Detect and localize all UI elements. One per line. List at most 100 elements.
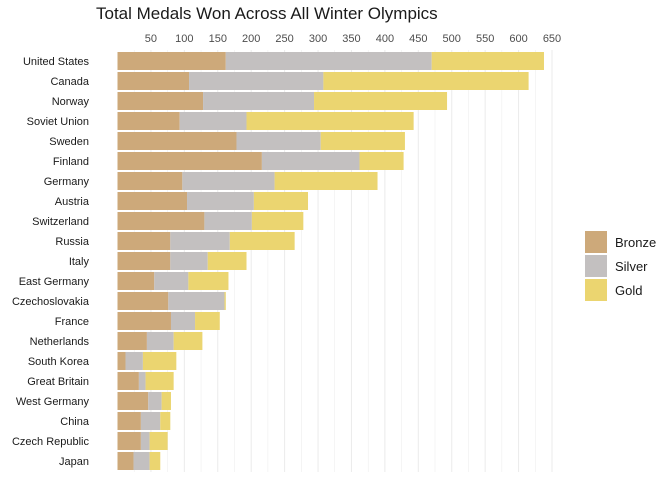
bar-silver	[225, 52, 432, 70]
legend-label: Bronze	[615, 235, 656, 250]
legend: Bronze Silver Gold	[585, 231, 656, 301]
x-tick-label: 100	[175, 33, 193, 45]
bar-gold	[229, 232, 295, 250]
category-label: Italy	[69, 256, 90, 268]
axis-layer: 50 100 150 200 250 300 350 400 450 500 550 600 650 Un…	[12, 33, 561, 468]
bar-gold	[251, 212, 304, 230]
bar-gold	[149, 452, 161, 470]
bar-gold	[161, 392, 171, 410]
bar-silver	[170, 312, 196, 330]
x-tick-label: 200	[242, 33, 260, 45]
bar-bronze	[117, 352, 126, 370]
x-tick-label: 350	[342, 33, 360, 45]
bar-bronze	[117, 432, 141, 450]
bar-bronze	[117, 292, 169, 310]
bar-gold	[320, 132, 405, 150]
bar-silver	[261, 152, 360, 170]
bar-gold	[149, 432, 168, 450]
category-label: Austria	[55, 196, 90, 208]
bar-silver	[170, 232, 230, 250]
bar-gold	[274, 172, 378, 190]
category-label: Germany	[44, 176, 90, 188]
bar-gold	[145, 372, 174, 390]
bar-gold	[188, 272, 229, 290]
bar-gold	[314, 92, 448, 110]
bar-bronze	[117, 172, 183, 190]
bar-bronze	[117, 132, 237, 150]
bar-silver	[140, 412, 161, 430]
bar-silver	[236, 132, 321, 150]
category-label: Great Britain	[27, 376, 89, 388]
category-label: Norway	[52, 96, 90, 108]
bar-silver	[146, 332, 174, 350]
bar-gold	[207, 252, 247, 270]
category-label: Soviet Union	[27, 116, 89, 128]
bar-silver	[170, 252, 208, 270]
category-label: East Germany	[19, 276, 90, 288]
bar-gold	[160, 412, 171, 430]
bar-gold	[359, 152, 404, 170]
category-label: Russia	[55, 236, 90, 248]
legend-swatch-bronze	[585, 231, 607, 253]
x-tick-label: 500	[443, 33, 461, 45]
bar-silver	[133, 452, 150, 470]
x-tick-label: 650	[543, 33, 561, 45]
bar-bronze	[117, 312, 171, 330]
x-tick-label: 50	[145, 33, 157, 45]
bar-bronze	[117, 252, 171, 270]
bar-gold	[142, 352, 177, 370]
bar-bronze	[117, 72, 190, 90]
bar-silver	[138, 372, 146, 390]
bar-gold	[323, 72, 529, 90]
bar-bronze	[117, 332, 147, 350]
category-label: West Germany	[16, 396, 90, 408]
bar-bronze	[117, 232, 171, 250]
chart-title: Total Medals Won Across All Winter Olymp…	[96, 4, 438, 23]
bar-silver	[125, 352, 143, 370]
bar-silver	[182, 172, 275, 190]
bar-bronze	[117, 152, 262, 170]
legend-label: Gold	[615, 283, 642, 298]
category-label: China	[60, 416, 90, 428]
x-tick-label: 600	[509, 33, 527, 45]
legend-label: Silver	[615, 259, 648, 274]
bar-silver	[204, 212, 252, 230]
bar-gold	[195, 312, 220, 330]
category-label: France	[55, 316, 89, 328]
x-tick-label: 150	[209, 33, 227, 45]
category-label: Czech Republic	[12, 436, 90, 448]
x-tick-label: 250	[275, 33, 293, 45]
category-label: South Korea	[28, 356, 90, 368]
legend-swatch-silver	[585, 255, 607, 277]
bar-silver	[148, 392, 162, 410]
bar-bronze	[117, 272, 155, 290]
category-label: Czechoslovakia	[12, 296, 90, 308]
x-tick-label: 400	[376, 33, 394, 45]
bar-silver	[168, 292, 225, 310]
x-tick-label: 300	[309, 33, 327, 45]
bar-layer	[117, 52, 544, 470]
bar-bronze	[117, 392, 149, 410]
x-tick-label: 550	[476, 33, 494, 45]
bar-silver	[140, 432, 150, 450]
bar-bronze	[117, 52, 226, 70]
category-label: Netherlands	[30, 336, 90, 348]
bar-silver	[154, 272, 189, 290]
bar-bronze	[117, 372, 139, 390]
category-label: Sweden	[49, 136, 89, 148]
bar-bronze	[117, 452, 134, 470]
bar-silver	[189, 72, 324, 90]
bar-gold	[253, 192, 309, 210]
bar-bronze	[117, 92, 204, 110]
bar-bronze	[117, 112, 180, 130]
bar-silver	[179, 112, 247, 130]
x-tick-label: 450	[409, 33, 427, 45]
category-label: Japan	[59, 456, 89, 468]
bar-bronze	[117, 212, 205, 230]
bar-silver	[203, 92, 315, 110]
legend-swatch-gold	[585, 279, 607, 301]
bar-bronze	[117, 412, 141, 430]
bar-gold	[431, 52, 544, 70]
bar-gold	[173, 332, 203, 350]
